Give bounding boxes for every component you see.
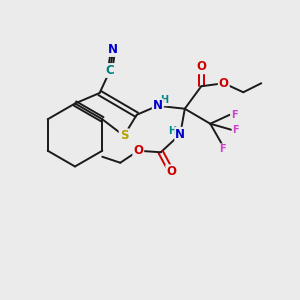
Text: N: N bbox=[153, 99, 163, 112]
Text: F: F bbox=[219, 144, 226, 154]
Text: F: F bbox=[231, 110, 238, 120]
Text: O: O bbox=[196, 60, 206, 73]
Text: O: O bbox=[133, 144, 143, 157]
Text: N: N bbox=[175, 128, 185, 141]
Text: O: O bbox=[219, 77, 229, 90]
Text: F: F bbox=[232, 125, 239, 135]
Text: O: O bbox=[166, 165, 176, 178]
Text: H: H bbox=[168, 126, 176, 136]
Text: S: S bbox=[120, 129, 128, 142]
Text: C: C bbox=[106, 64, 115, 77]
Text: H: H bbox=[160, 95, 168, 105]
Text: N: N bbox=[108, 43, 118, 56]
